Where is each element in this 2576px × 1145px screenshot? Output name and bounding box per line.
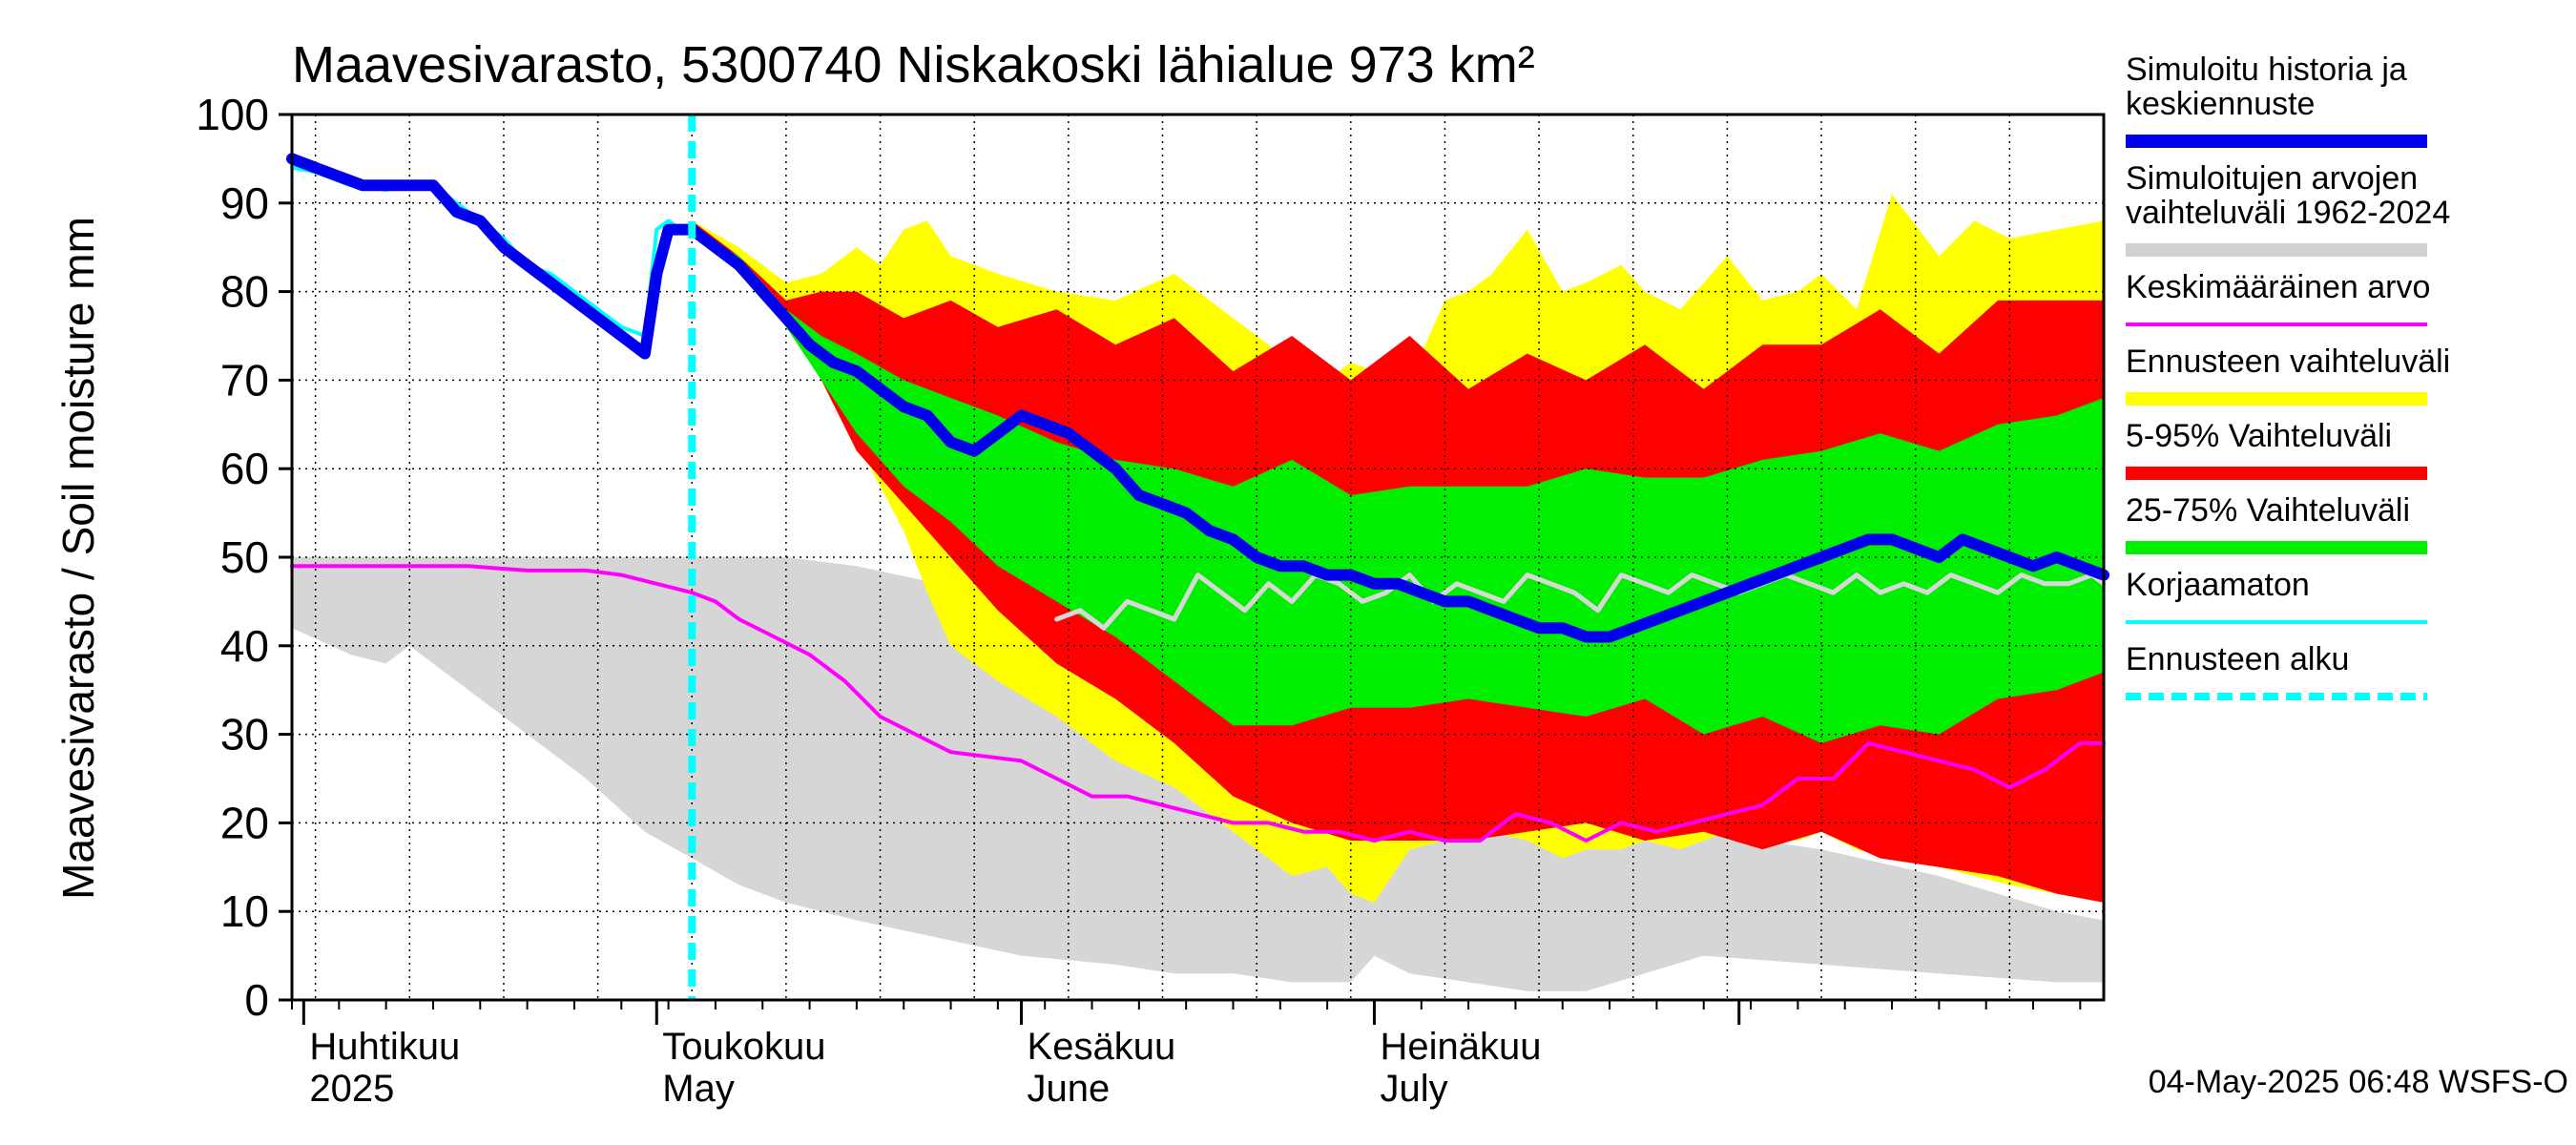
y-tick-label: 10	[220, 886, 269, 936]
month-label-en: 2025	[309, 1068, 394, 1110]
legend-label-4: 5-95% Vaihteluväli	[2126, 418, 2392, 454]
y-tick-label: 50	[220, 532, 269, 582]
legend-label-0: Simuloitu historia ja keskiennuste	[2126, 52, 2407, 122]
series-line-0	[1054, 572, 2107, 631]
month-label-fi: Heinäkuu	[1380, 1026, 1541, 1068]
month-label-en: July	[1380, 1068, 1447, 1110]
series-line-3	[286, 153, 2109, 643]
forecast-band-2	[692, 229, 2104, 743]
legend-label-5: 25-75% Vaihteluväli	[2126, 492, 2410, 529]
y-tick-label: 80	[220, 267, 269, 317]
y-tick-label: 60	[220, 444, 269, 493]
legend-label-1: Simuloitujen arvojen vaihteluväli 1962-20…	[2126, 160, 2450, 231]
month-label-fi: Toukokuu	[662, 1026, 825, 1068]
y-tick-label: 30	[220, 710, 269, 760]
legend-label-6: Korjaamaton	[2126, 567, 2310, 603]
month-label-en: June	[1028, 1068, 1111, 1110]
y-tick-label: 40	[220, 621, 269, 671]
timestamp-footer: 04-May-2025 06:48 WSFS-O	[2149, 1064, 2568, 1100]
series-line-2	[290, 165, 682, 338]
series-line-1	[290, 564, 2106, 843]
y-tick-label: 90	[220, 178, 269, 228]
legend-label-2: Keskimääräinen arvo	[2126, 269, 2430, 305]
y-tick-label: 0	[244, 975, 269, 1025]
legend: Simuloitu historia ja keskiennuste Simuloi…	[2126, 52, 2450, 700]
y-tick-label: 70	[220, 355, 269, 405]
month-label-fi: Kesäkuu	[1028, 1026, 1176, 1068]
legend-label-7: Ennusteen alku	[2126, 641, 2349, 677]
chart-title: Maavesivarasto, 5300740 Niskakoski lähia…	[292, 36, 1535, 94]
y-axis-label: Maavesivarasto / Soil moisture mm	[53, 217, 103, 900]
y-axis: 0 10 20 30 40 50 60 70 80 90 100	[196, 90, 292, 1025]
month-label-fi: Huhtikuu	[309, 1026, 460, 1068]
legend-label-3: Ennusteen vaihteluväli	[2126, 344, 2450, 380]
y-tick-label: 100	[196, 90, 269, 139]
y-tick-label: 20	[220, 798, 269, 847]
month-label-en: May	[662, 1068, 735, 1110]
